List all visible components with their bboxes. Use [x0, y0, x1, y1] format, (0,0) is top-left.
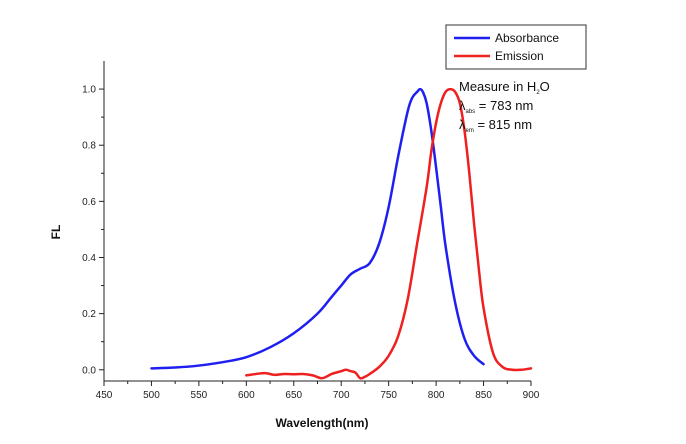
legend-box	[445, 24, 587, 70]
y-axis-title: FL	[49, 225, 63, 240]
series-line-emission	[245, 87, 533, 380]
annotation-line-medium: Measure in H2O	[459, 79, 550, 96]
x-tick-label: 450	[96, 390, 113, 401]
x-tick-label: 600	[238, 390, 255, 401]
series-line-absorbance	[150, 87, 485, 370]
x-tick-label: 700	[333, 390, 350, 401]
x-tick-label: 800	[428, 390, 445, 401]
y-tick-label: 0.8	[82, 141, 96, 152]
x-tick-label: 750	[380, 390, 397, 401]
x-tick-label: 550	[191, 390, 208, 401]
annotation-line-abs: λabs = 783 nm	[459, 98, 533, 115]
y-tick-label: 0.6	[82, 197, 96, 208]
x-tick-label: 650	[285, 390, 302, 401]
x-tick-label: 850	[475, 390, 492, 401]
series-layer	[150, 87, 533, 380]
y-tick-label: 0.2	[82, 309, 96, 320]
x-tick-label: 900	[523, 390, 540, 401]
legend-label-absorbance: Absorbance	[495, 31, 559, 45]
y-tick-label: 1.0	[82, 85, 96, 96]
x-tick-label: 500	[143, 390, 160, 401]
legend: Absorbance Emission	[445, 24, 587, 70]
y-tick-label: 0.4	[82, 253, 96, 264]
x-axis-title: Wavelength(nm)	[276, 416, 369, 430]
annotation-line-em: λem = 815 nm	[459, 117, 532, 134]
y-tick-label: 0.0	[82, 365, 96, 376]
axes: 450 500 550 600 650 700 750 800 850 900 0.0 0.2 0.4 0…	[82, 61, 540, 401]
annotation-block: Measure in H2O λabs = 783 nm λem = 815 n…	[459, 79, 550, 134]
legend-label-emission: Emission	[495, 49, 544, 63]
